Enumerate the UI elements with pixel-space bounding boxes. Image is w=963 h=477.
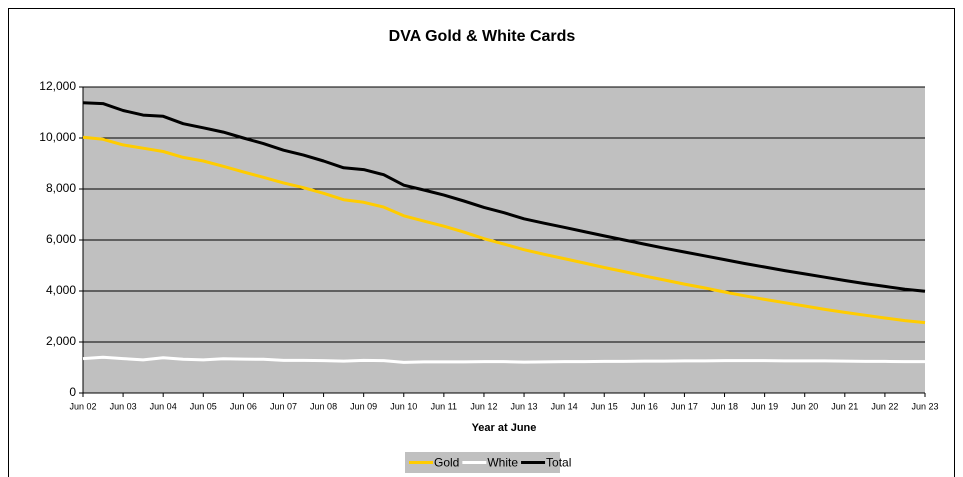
x-tick-label: Jun 23 xyxy=(911,401,938,411)
chart-title: DVA Gold & White Cards xyxy=(389,28,576,45)
x-tick-label: Jun 10 xyxy=(390,401,417,411)
x-tick-label: Jun 05 xyxy=(190,401,217,411)
x-tick-label: Jun 21 xyxy=(831,401,858,411)
x-tick-label: Jun 14 xyxy=(551,401,578,411)
x-tick-label: Jun 02 xyxy=(69,401,96,411)
x-tick-label: Jun 09 xyxy=(350,401,377,411)
legend-label: Total xyxy=(546,456,571,470)
x-axis-label: Year at June xyxy=(472,422,537,434)
x-tick-label: Jun 12 xyxy=(470,401,497,411)
x-tick-label: Jun 16 xyxy=(631,401,658,411)
legend-label: Gold xyxy=(434,456,459,470)
y-tick-label: 4,000 xyxy=(46,283,76,297)
x-tick-label: Jun 08 xyxy=(310,401,337,411)
y-tick-label: 8,000 xyxy=(46,181,76,195)
x-tick-label: Jun 04 xyxy=(150,401,177,411)
x-tick-label: Jun 13 xyxy=(511,401,538,411)
y-tick-label: 12,000 xyxy=(39,79,76,93)
x-tick-label: Jun 18 xyxy=(711,401,738,411)
x-tick-label: Jun 11 xyxy=(431,401,457,411)
y-tick-label: 10,000 xyxy=(39,130,76,144)
x-tick-label: Jun 20 xyxy=(791,401,818,411)
line-series xyxy=(82,101,926,293)
x-tick-label: Jun 15 xyxy=(591,401,618,411)
legend-label: White xyxy=(487,456,518,470)
x-tick-label: Jun 19 xyxy=(751,401,778,411)
x-tick-label: Jun 17 xyxy=(671,401,698,411)
x-tick-label: Jun 06 xyxy=(230,401,257,411)
y-tick-label: 0 xyxy=(69,385,76,399)
x-tick-label: Jun 03 xyxy=(110,401,137,411)
x-tick-label: Jun 07 xyxy=(270,401,297,411)
legend: Gold White Total xyxy=(405,452,571,473)
line-series xyxy=(82,355,925,364)
y-tick-label: 2,000 xyxy=(46,334,76,348)
y-tick-label: 6,000 xyxy=(46,232,76,246)
x-tick-label: Jun 22 xyxy=(871,401,898,411)
line-series xyxy=(82,135,926,325)
